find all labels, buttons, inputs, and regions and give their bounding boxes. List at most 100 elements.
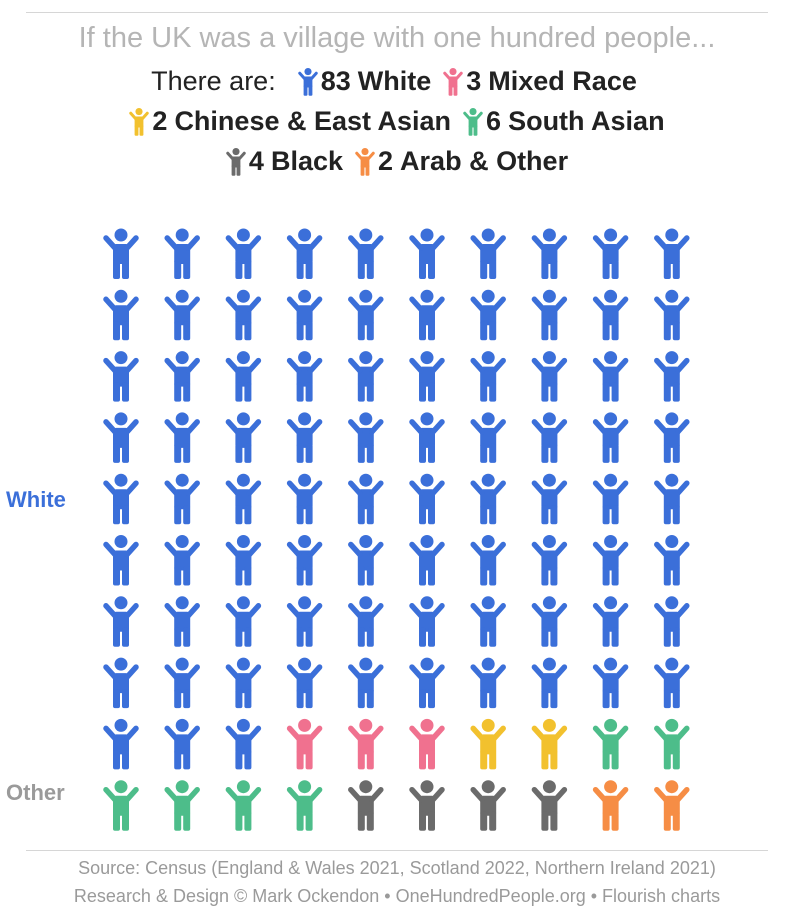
legend-icon <box>443 67 464 96</box>
legend-value: 2 <box>152 106 168 136</box>
legend-value: 6 <box>486 106 502 136</box>
legend-swatch <box>443 67 464 96</box>
legend-label: South Asian <box>508 106 665 136</box>
person-icon <box>592 780 629 831</box>
person-icon <box>409 718 445 770</box>
person-icon <box>348 473 384 525</box>
legend-swatch <box>355 147 375 176</box>
person-icon <box>592 718 629 770</box>
person-icon <box>409 780 445 831</box>
person-icon <box>470 718 506 770</box>
person-icon <box>286 351 323 402</box>
legend-item: 2 Chinese & East Asian <box>129 106 451 137</box>
person-icon <box>654 473 690 525</box>
person-icon <box>103 473 139 525</box>
person-icon <box>531 412 568 463</box>
person-icon <box>103 596 139 647</box>
person-icon <box>654 351 690 402</box>
person-icon <box>348 228 384 279</box>
person-icon <box>103 412 139 463</box>
legend-label: Chinese & East Asian <box>174 106 452 136</box>
person-icon <box>531 657 568 709</box>
person-icon <box>103 780 139 831</box>
person-icon <box>470 596 506 647</box>
person-icon <box>164 535 200 586</box>
person-icon <box>531 473 568 525</box>
person-icon <box>103 718 139 770</box>
source-line: Research & Design © Mark Ockendon • OneH… <box>73 886 721 906</box>
legend-value: 3 <box>466 66 482 96</box>
person-icon <box>225 535 262 586</box>
legend-swatch <box>226 147 246 176</box>
person-icon <box>592 289 629 341</box>
person-icon <box>409 351 445 402</box>
person-icon <box>103 351 139 402</box>
legend-item: 2 Arab & Other <box>355 146 568 177</box>
person-icon <box>348 780 384 831</box>
person-icon <box>164 289 200 341</box>
person-icon <box>592 351 629 402</box>
person-icon <box>225 473 262 525</box>
legend-item: 6 South Asian <box>463 106 665 137</box>
person-icon <box>164 228 200 279</box>
person-icon <box>225 289 262 341</box>
person-icon <box>409 228 445 279</box>
person-icon <box>286 473 323 525</box>
legend-swatch <box>129 107 150 136</box>
person-icon <box>592 535 629 586</box>
person-icon <box>531 780 568 831</box>
person-icon <box>348 289 384 341</box>
legend-icon <box>355 147 375 176</box>
person-icon <box>531 535 568 586</box>
person-icon <box>654 596 690 647</box>
legend-swatch <box>463 107 483 136</box>
person-icon <box>654 657 690 709</box>
person-icon <box>592 412 629 463</box>
person-icon <box>654 535 690 586</box>
person-icon <box>348 657 384 709</box>
person-icon <box>164 596 200 647</box>
person-icon <box>531 228 568 279</box>
person-icon <box>286 780 323 831</box>
person-icon <box>654 412 690 463</box>
person-icon <box>164 657 200 709</box>
person-icon <box>164 412 200 463</box>
person-icon <box>348 596 384 647</box>
person-icon <box>103 228 139 279</box>
chart-title: If the UK was a village with one hundred… <box>78 22 716 54</box>
person-icon <box>592 596 629 647</box>
legend-value: 83 <box>320 66 351 96</box>
legend-label: White <box>357 66 432 96</box>
person-icon <box>164 718 200 770</box>
person-icon <box>348 718 384 770</box>
legend-icon <box>297 67 318 96</box>
person-icon <box>164 780 200 831</box>
person-icon <box>103 535 139 586</box>
person-icon <box>409 473 445 525</box>
source-line: Source: Census (England & Wales 2021, Sc… <box>78 858 716 878</box>
person-icon <box>225 228 262 279</box>
person-icon <box>225 780 262 831</box>
person-icon <box>654 289 690 341</box>
legend-icon <box>226 147 246 176</box>
person-icon <box>286 657 323 709</box>
person-icon <box>531 351 568 402</box>
person-icon <box>286 535 323 586</box>
person-icon <box>225 718 262 770</box>
legend-row: 4 Black 2 Arab & Other <box>0 146 794 177</box>
person-icon <box>592 228 629 279</box>
person-icon <box>103 289 139 341</box>
person-icon <box>286 228 323 279</box>
top-rule <box>26 12 768 13</box>
person-icon <box>409 657 445 709</box>
legend-row: 2 Chinese & East Asian 6 South Asian <box>0 106 794 137</box>
legend-value: 4 <box>248 146 264 176</box>
person-icon <box>225 596 262 647</box>
group-label: Other <box>6 780 65 805</box>
person-icon <box>409 535 445 586</box>
legend-label: Mixed Race <box>488 66 637 96</box>
legend-intro: There are: <box>151 66 276 96</box>
legend-item: 83 White <box>297 66 432 97</box>
person-icon <box>286 412 323 463</box>
person-icon <box>409 596 445 647</box>
